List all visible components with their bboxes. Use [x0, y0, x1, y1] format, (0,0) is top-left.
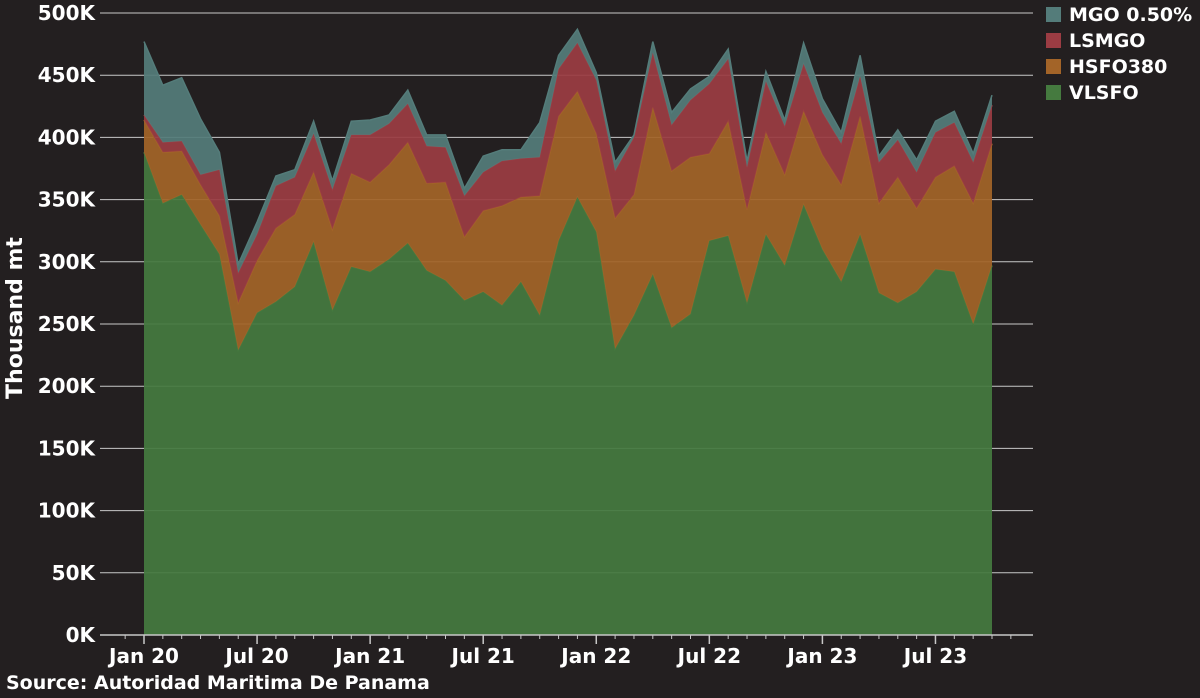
y-tick-label: 450K: [38, 63, 97, 87]
legend-swatch: [1046, 85, 1061, 100]
series-edge: [143, 27, 993, 267]
series-area-hsfo380: [144, 91, 992, 351]
x-tick-label: Jul 22: [676, 644, 741, 668]
x-tick-label: Jan 20: [107, 644, 179, 668]
x-tick-label: Jul 21: [450, 644, 515, 668]
y-tick-label: 350K: [38, 188, 97, 212]
y-tick-label: 100K: [38, 499, 97, 523]
legend-swatch: [1046, 59, 1061, 74]
legend-swatch: [1046, 7, 1061, 22]
legend-label: MGO 0.50%: [1069, 4, 1192, 26]
legend-label: VLSFO: [1069, 82, 1139, 104]
x-tick-label: Jan 21: [333, 644, 405, 668]
legend: MGO 0.50% LSMGO HSFO380 VLSFO: [1046, 4, 1192, 104]
y-tick-label: 300K: [38, 250, 97, 274]
x-tick-label: Jan 22: [559, 644, 631, 668]
y-tick-label: 250K: [38, 312, 97, 336]
y-tick-label: 150K: [38, 436, 97, 460]
legend-label: LSMGO: [1069, 30, 1145, 52]
y-axis-label: Thousand mt: [3, 237, 28, 399]
x-tick-label: Jul 23: [902, 644, 967, 668]
y-tick-label: 50K: [52, 561, 97, 585]
legend-label: HSFO380: [1069, 56, 1167, 78]
series-areas: [143, 27, 993, 636]
y-tick-label: 0K: [66, 623, 97, 647]
x-tick-label: Jul 20: [223, 644, 288, 668]
series-area-vlsfo: [144, 152, 992, 636]
series-area-lsmgo: [144, 42, 992, 303]
axes: 0K 50K 100K 150K 200K 250K 300K 350K 400K 450K 500…: [38, 1, 1033, 668]
legend-swatch: [1046, 33, 1061, 48]
y-tick-label: 400K: [38, 125, 97, 149]
y-tick-label: 200K: [38, 374, 97, 398]
y-tick-label: 500K: [38, 1, 97, 25]
x-tick-label: Jan 23: [785, 644, 857, 668]
source-note: Source: Autoridad Maritima De Panama: [6, 672, 430, 694]
